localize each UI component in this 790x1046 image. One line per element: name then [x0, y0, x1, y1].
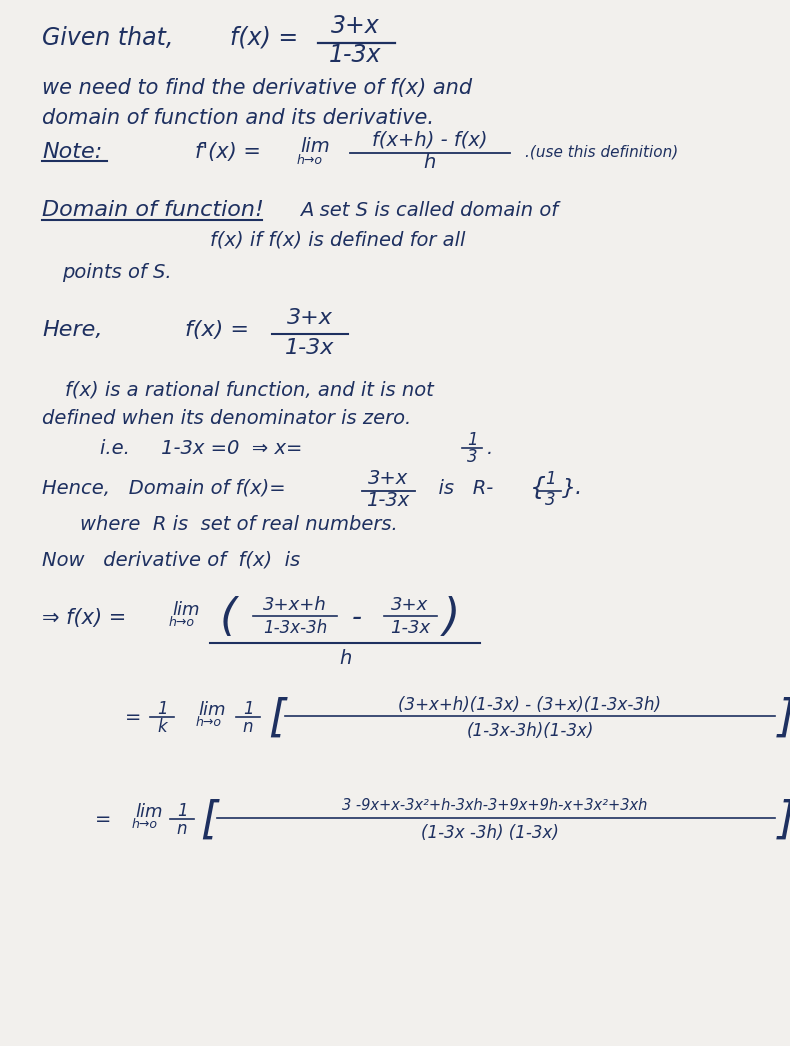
Text: 1: 1	[243, 700, 254, 718]
Text: (1-3x-3h)(1-3x): (1-3x-3h)(1-3x)	[466, 722, 594, 740]
Text: }.: }.	[562, 478, 583, 498]
Text: [: [	[200, 798, 217, 841]
Text: 1-3x: 1-3x	[285, 338, 335, 358]
Text: Here,: Here,	[42, 320, 103, 340]
Text: 1: 1	[544, 470, 555, 488]
Text: 3+x+h: 3+x+h	[263, 596, 327, 614]
Text: 3 -9x+x-3x²+h-3xh-3+9x+9h-x+3x²+3xh: 3 -9x+x-3x²+h-3xh-3+9x+9h-x+3x²+3xh	[342, 798, 648, 814]
Text: -: -	[352, 604, 362, 632]
Text: lim: lim	[198, 701, 225, 719]
Text: .: .	[487, 438, 493, 457]
Text: f(x) if f(x) is defined for all: f(x) if f(x) is defined for all	[210, 230, 465, 250]
Text: Given that,: Given that,	[42, 26, 173, 50]
Text: 1: 1	[177, 802, 187, 820]
Text: =: =	[125, 708, 141, 728]
Text: k: k	[157, 718, 167, 736]
Text: is   R-: is R-	[426, 478, 493, 498]
Text: f(x) =: f(x) =	[230, 26, 298, 50]
Text: =: =	[95, 811, 111, 829]
Text: defined when its denominator is zero.: defined when its denominator is zero.	[42, 409, 412, 428]
Text: ): )	[443, 596, 461, 639]
Text: 3+x: 3+x	[331, 14, 379, 38]
Text: points of S.: points of S.	[62, 263, 171, 281]
Text: h→o: h→o	[132, 819, 158, 832]
Text: [: [	[268, 697, 285, 740]
Text: f'(x) =: f'(x) =	[195, 142, 261, 162]
Text: Hence,   Domain of f(x)=: Hence, Domain of f(x)=	[42, 478, 286, 498]
Text: ⇒ f(x) =: ⇒ f(x) =	[42, 608, 126, 628]
Text: h→o: h→o	[196, 717, 222, 729]
Text: (: (	[220, 596, 237, 639]
Text: 1-3x: 1-3x	[329, 43, 382, 67]
Text: ]: ]	[778, 798, 790, 841]
Text: 3: 3	[467, 448, 477, 467]
Text: Note:: Note:	[42, 142, 102, 162]
Text: 3+x: 3+x	[287, 308, 333, 328]
Text: (1-3x -3h) (1-3x): (1-3x -3h) (1-3x)	[421, 824, 559, 842]
Text: Domain of function!: Domain of function!	[42, 200, 264, 220]
Text: n: n	[177, 820, 187, 838]
Text: 1: 1	[156, 700, 167, 718]
Text: Now   derivative of  f(x)  is: Now derivative of f(x) is	[42, 550, 300, 569]
Text: f(x) =: f(x) =	[185, 320, 249, 340]
Text: lim: lim	[172, 601, 200, 619]
Text: h: h	[339, 649, 352, 667]
Text: 1-3x: 1-3x	[367, 491, 410, 509]
Text: we need to find the derivative of f(x) and: we need to find the derivative of f(x) a…	[42, 78, 472, 98]
Text: 1: 1	[467, 431, 477, 449]
Text: lim: lim	[300, 137, 329, 157]
Text: (3+x+h)(1-3x) - (3+x)(1-3x-3h): (3+x+h)(1-3x) - (3+x)(1-3x-3h)	[398, 696, 661, 714]
Text: f(x+h) - f(x): f(x+h) - f(x)	[372, 131, 487, 150]
Text: 1-3x-3h: 1-3x-3h	[263, 619, 327, 637]
Text: lim: lim	[135, 803, 163, 821]
Text: ]: ]	[778, 697, 790, 740]
Text: 3: 3	[544, 491, 555, 509]
Text: {: {	[530, 476, 546, 500]
Text: domain of function and its derivative.: domain of function and its derivative.	[42, 108, 434, 128]
Text: 1-3x: 1-3x	[390, 619, 430, 637]
Text: i.e.     1-3x =0  ⇒ x=: i.e. 1-3x =0 ⇒ x=	[100, 438, 303, 457]
Text: f(x) is a rational function, and it is not: f(x) is a rational function, and it is n…	[65, 381, 434, 400]
Text: .(use this definition): .(use this definition)	[525, 144, 679, 159]
Text: 3+x: 3+x	[368, 470, 408, 488]
Text: h→o: h→o	[297, 154, 323, 166]
Text: A set S is called domain of: A set S is called domain of	[300, 201, 558, 220]
Text: h→o: h→o	[169, 616, 195, 630]
Text: n: n	[243, 718, 254, 736]
Text: where  R is  set of real numbers.: where R is set of real numbers.	[80, 515, 397, 533]
Text: 3+x: 3+x	[391, 596, 429, 614]
Text: h: h	[423, 154, 436, 173]
